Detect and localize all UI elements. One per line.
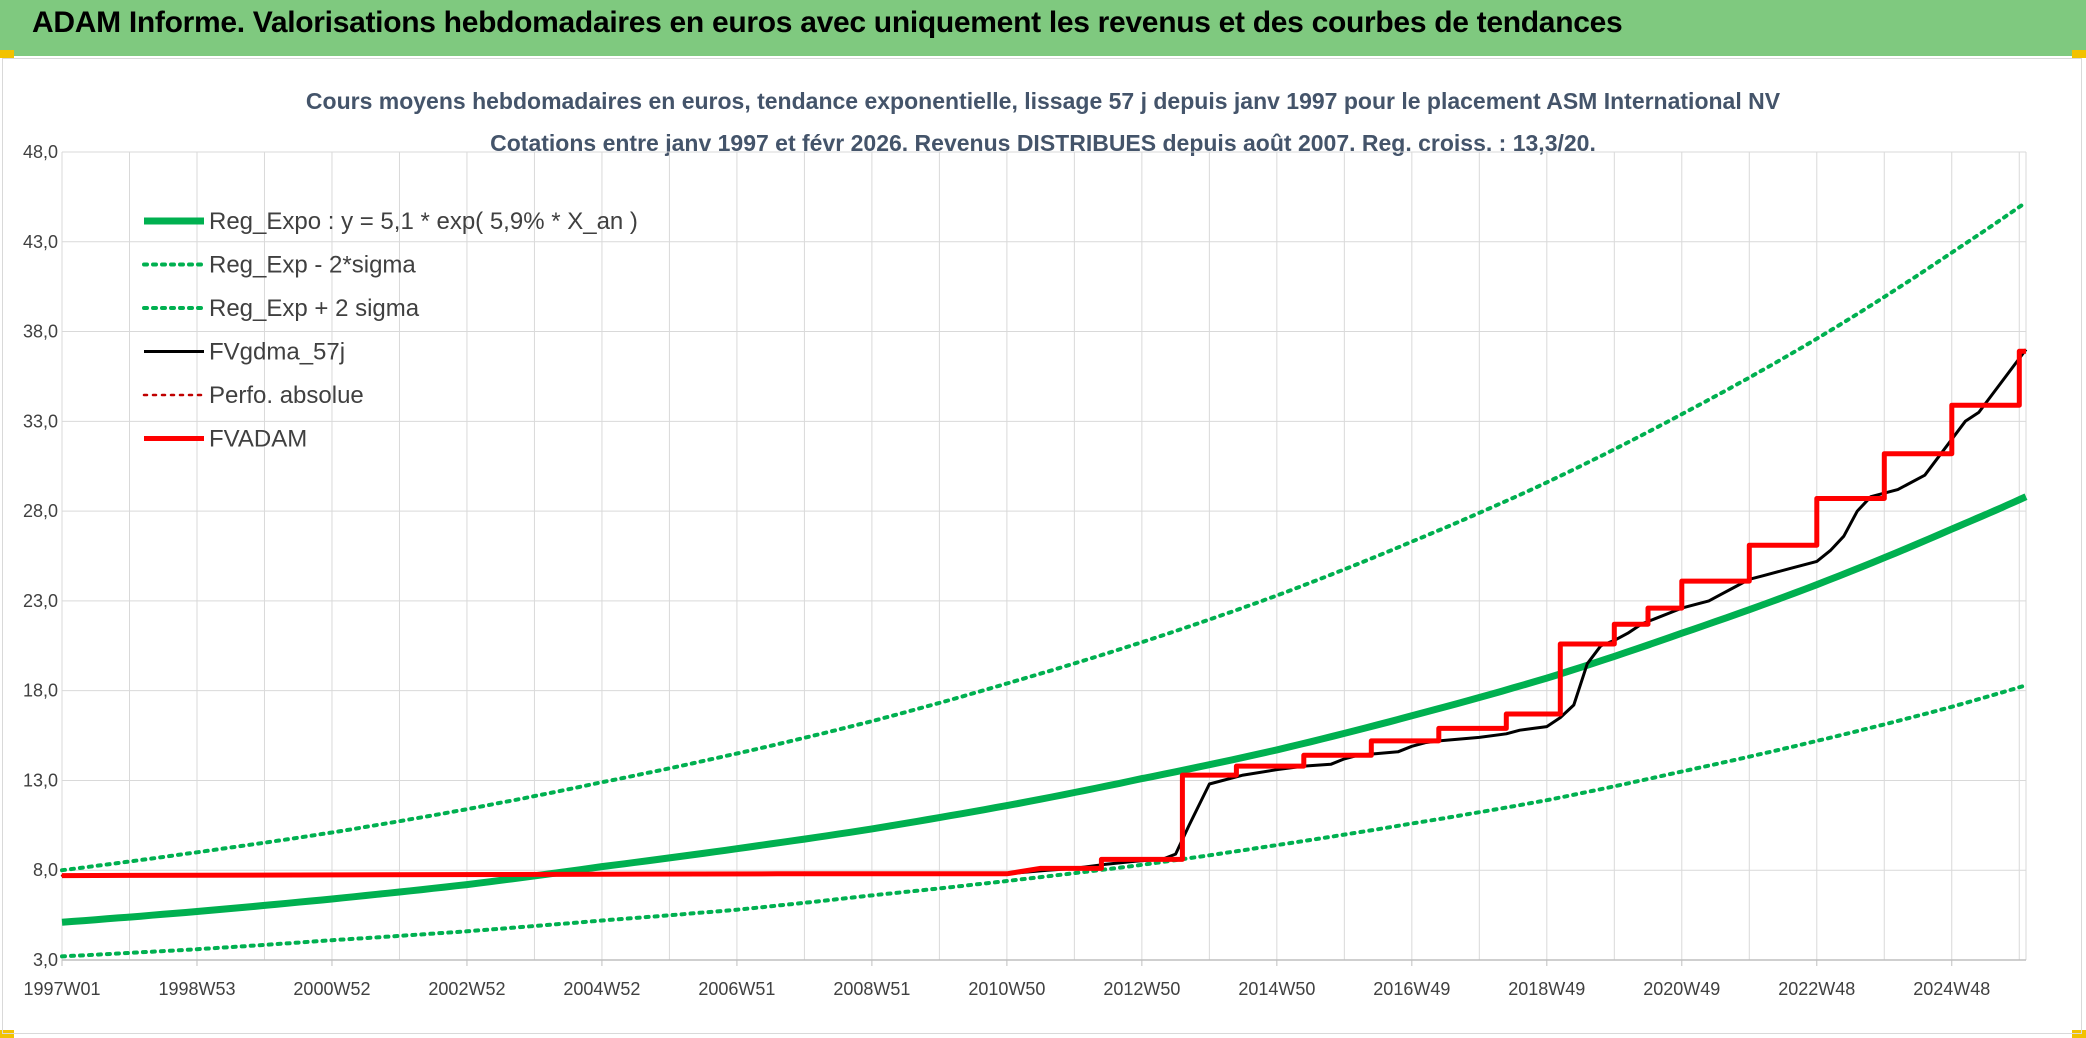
x-tick-label: 2002W52 bbox=[428, 979, 505, 999]
legend-reg-exp-plus-label: Reg_Exp + 2 sigma bbox=[209, 295, 420, 322]
y-tick-label: 33,0 bbox=[23, 411, 58, 431]
corner-marker bbox=[2072, 1030, 2086, 1038]
x-tick-label: 2024W48 bbox=[1913, 979, 1990, 999]
x-tick-label: 2006W51 bbox=[698, 979, 775, 999]
legend-reg-exp-minus-label: Reg_Exp - 2*sigma bbox=[209, 252, 416, 279]
y-tick-label: 8,0 bbox=[33, 860, 58, 880]
legend-reg-expo-label: Reg_Expo : y = 5,1 * exp( 5,9% * X_an ) bbox=[209, 208, 638, 235]
legend-fvadam-label: FVADAM bbox=[209, 426, 307, 453]
x-tick-label: 2018W49 bbox=[1508, 979, 1585, 999]
reg-expo-line bbox=[61, 493, 2028, 926]
legend-fvgdma-label: FVgdma_57j bbox=[209, 339, 345, 366]
y-tick-label: 38,0 bbox=[23, 322, 58, 342]
x-tick-label: 1997W01 bbox=[23, 979, 100, 999]
x-tick-label: 1998W53 bbox=[158, 979, 235, 999]
chart-frame bbox=[2, 58, 2082, 1034]
corner-marker bbox=[0, 50, 14, 58]
corner-marker bbox=[0, 1030, 14, 1038]
y-tick-label: 23,0 bbox=[23, 591, 58, 611]
corner-marker bbox=[2072, 50, 2086, 58]
y-tick-label: 28,0 bbox=[23, 501, 58, 521]
reg-exp-plus-line bbox=[60, 200, 2028, 873]
reg-exp-minus-line bbox=[60, 683, 2028, 959]
report-banner: ADAM Informe. Valorisations hebdomadaire… bbox=[0, 0, 2086, 56]
x-tick-label: 2014W50 bbox=[1238, 979, 1315, 999]
fvadam-line bbox=[61, 348, 2026, 879]
legend: Reg_Expo : y = 5,1 * exp( 5,9% * X_an ) R… bbox=[142, 208, 638, 453]
chart-title-line1: Cours moyens hebdomadaires en euros, ten… bbox=[306, 88, 1781, 114]
x-tick-label: 2016W49 bbox=[1373, 979, 1450, 999]
x-tick-label: 2020W49 bbox=[1643, 979, 1720, 999]
y-tick-label: 48,0 bbox=[23, 142, 58, 162]
x-tick-label: 2000W52 bbox=[293, 979, 370, 999]
legend-perfo-absolue-label: Perfo. absolue bbox=[209, 382, 364, 409]
x-tick-label: 2012W50 bbox=[1103, 979, 1180, 999]
y-tick-label: 18,0 bbox=[23, 681, 58, 701]
x-tick-label: 2022W48 bbox=[1778, 979, 1855, 999]
grid bbox=[61, 151, 2027, 966]
series-layer bbox=[60, 200, 2028, 959]
y-tick-label: 43,0 bbox=[23, 232, 58, 252]
x-tick-label: 2008W51 bbox=[833, 979, 910, 999]
y-tick-label: 3,0 bbox=[33, 950, 58, 970]
report-title: ADAM Informe. Valorisations hebdomadaire… bbox=[32, 6, 1623, 39]
x-tick-label: 2010W50 bbox=[968, 979, 1045, 999]
axis-labels: 3,0 8,0 13,0 18,0 23,0 28,0 33,0 38,0 43,0 48,0 19… bbox=[23, 142, 1990, 999]
x-tick-label: 2004W52 bbox=[563, 979, 640, 999]
y-tick-label: 13,0 bbox=[23, 770, 58, 790]
